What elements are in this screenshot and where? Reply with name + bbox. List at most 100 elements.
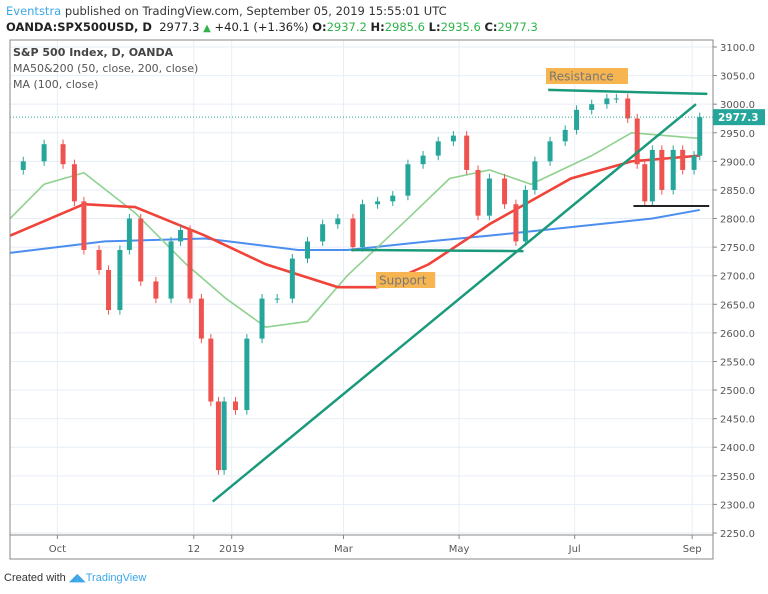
price-tick-label: 2250.0: [720, 529, 755, 540]
price-tick-label: 2850.0: [720, 186, 755, 197]
footer: Created with ◢◣TradingView: [4, 571, 146, 584]
legend-title: S&P 500 Index, D, OANDA: [13, 46, 174, 59]
legend-ma50-200: MA50&200 (50, close, 200, close): [13, 62, 198, 75]
price-tick-label: 2350.0: [720, 472, 755, 483]
candle-body: [168, 241, 174, 299]
candle-body: [604, 98, 610, 105]
candle-body: [71, 164, 77, 202]
ma50-line: [9, 131, 700, 329]
up-arrow-icon: ▲: [203, 23, 211, 34]
candle-body: [335, 218, 341, 225]
candle-body: [60, 144, 66, 165]
candle-body: [187, 229, 193, 299]
candle-body: [589, 104, 595, 110]
candle-body: [625, 98, 631, 119]
ma100-line: [9, 154, 700, 289]
price-tick-label: 3100.0: [720, 43, 755, 54]
candle-body: [215, 401, 221, 471]
candle-body: [513, 204, 519, 242]
high-value: 2985.6: [384, 20, 425, 34]
open-value: 2937.2: [326, 20, 367, 34]
candle-body: [41, 144, 47, 162]
price-tick-label: 2900.0: [720, 157, 755, 168]
candle-body: [221, 401, 227, 471]
resistance-label-bg: [546, 68, 628, 84]
resistance-label: Resistance: [549, 70, 614, 84]
candle-body: [475, 169, 481, 216]
candle-body: [232, 401, 238, 411]
price-tick-label: 2950.0: [720, 129, 755, 140]
price-tick-label: 2500.0: [720, 386, 755, 397]
time-axis: [9, 534, 714, 560]
candle-body: [20, 161, 26, 170]
resistance-line: [548, 88, 708, 96]
close-label: C:: [484, 20, 498, 34]
candle-body: [320, 224, 326, 242]
candle-body: [613, 98, 619, 100]
candle-body: [106, 269, 112, 311]
price-tick-label: 3050.0: [720, 72, 755, 83]
price-tick-label: 2750.0: [720, 243, 755, 254]
created-with: Created with: [4, 572, 66, 584]
last-price: 2977.3: [159, 20, 200, 34]
candle-body: [375, 201, 381, 205]
candle-body: [574, 109, 580, 130]
candle-body: [117, 249, 123, 311]
low-value: 2935.6: [440, 20, 481, 34]
candle-body: [274, 298, 280, 300]
candle-body: [634, 118, 640, 165]
time-tick-label: Jul: [568, 544, 581, 555]
candle-body: [680, 149, 686, 170]
symbol: OANDA:SPX500USD, D: [6, 20, 152, 34]
candle-body: [350, 218, 356, 248]
candle-body: [153, 281, 159, 299]
time-tick-label: Mar: [334, 544, 354, 555]
price-tick-label: 2400.0: [720, 443, 755, 454]
time-tick-label: May: [449, 544, 470, 555]
candle-body: [691, 155, 697, 170]
price-tick-label: 2800.0: [720, 215, 755, 226]
candle-body: [390, 195, 396, 202]
candle-body: [96, 249, 102, 270]
ma200-line: [9, 208, 700, 254]
close-value: 2977.3: [497, 20, 538, 34]
candle-body: [502, 178, 508, 205]
candle-body: [659, 149, 665, 190]
price-tick-label: 2600.0: [720, 329, 755, 340]
candle-body: [138, 218, 144, 282]
candle-body: [244, 338, 250, 411]
support-label-bg: [376, 272, 436, 288]
author-link[interactable]: Eventstra: [6, 4, 62, 18]
candle-body: [562, 129, 568, 142]
time-tick-label: 2019: [219, 544, 244, 555]
price-tick-label: 3000.0: [720, 100, 755, 111]
high-label: H:: [370, 20, 385, 34]
tradingview-logo-icon: ◢◣: [68, 572, 86, 584]
publish-text: published on TradingView.com, September …: [64, 4, 447, 18]
time-tick-label: Sep: [683, 544, 702, 555]
tradingview-link[interactable]: TradingView: [85, 572, 147, 584]
candle-body: [420, 155, 426, 165]
last-price-tag-label: 2977.3: [718, 112, 759, 124]
time-tick-label: 12: [187, 544, 200, 555]
candle-body: [532, 161, 538, 190]
candle-body: [81, 201, 87, 250]
candle-body: [522, 189, 528, 242]
candle-body: [178, 229, 184, 242]
candle-body: [126, 218, 132, 250]
trend-line: [211, 103, 697, 503]
candle-body: [486, 178, 492, 216]
candle-body: [259, 298, 265, 339]
open-label: O:: [312, 20, 327, 34]
candle-body: [405, 164, 411, 196]
candle-body: [670, 149, 676, 190]
price-change: +40.1 (+1.36%): [214, 20, 309, 34]
candle-body: [359, 204, 365, 248]
candle-body: [304, 241, 310, 259]
support-label: Support: [379, 274, 427, 288]
last-price-tag: [713, 109, 765, 126]
price-tick-label: 2300.0: [720, 500, 755, 511]
price-tick-label: 2450.0: [720, 415, 755, 426]
candle-body: [208, 338, 214, 402]
